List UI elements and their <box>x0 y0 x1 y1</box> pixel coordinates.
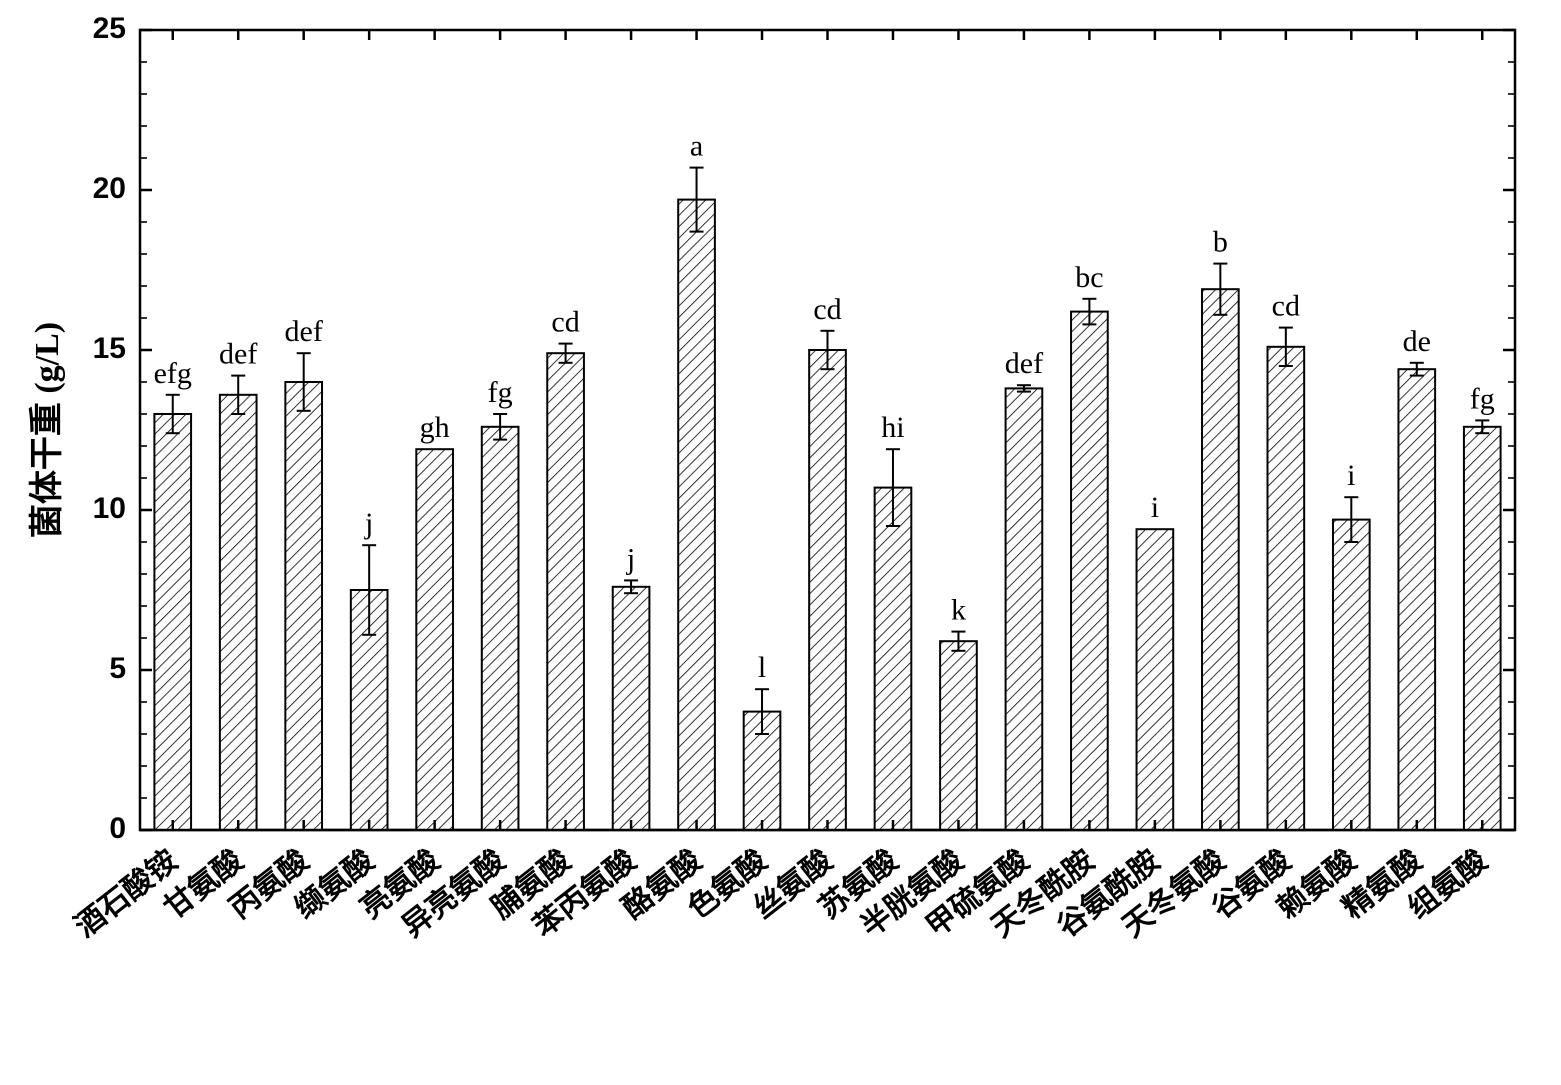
significance-label: j <box>626 542 635 575</box>
significance-label: i <box>1347 459 1355 492</box>
significance-label: l <box>758 651 766 684</box>
y-tick-label: 0 <box>109 812 126 845</box>
significance-label: i <box>1151 491 1159 524</box>
bar: def <box>219 338 257 830</box>
y-tick-label: 25 <box>93 12 126 45</box>
bar: def <box>285 315 323 830</box>
significance-label: cd <box>551 306 579 339</box>
bar: j <box>351 507 388 830</box>
y-tick-label: 20 <box>93 172 126 205</box>
bar: def <box>1005 347 1043 830</box>
significance-label: bc <box>1075 261 1103 294</box>
significance-label: fg <box>1470 382 1495 415</box>
bar: hi <box>875 411 912 830</box>
significance-label: b <box>1213 226 1228 259</box>
significance-label: efg <box>154 357 192 390</box>
significance-label: cd <box>1272 290 1300 323</box>
bar: de <box>1398 325 1435 830</box>
significance-label: de <box>1403 325 1431 358</box>
significance-label: def <box>219 338 257 371</box>
bar: bc <box>1071 261 1108 830</box>
significance-label: k <box>951 594 966 627</box>
significance-label: hi <box>881 411 904 444</box>
bar-chart: 0510152025菌体干重 (g/L)efg酒石酸铵def甘氨酸def丙氨酸j… <box>0 0 1561 1085</box>
significance-label: j <box>364 507 373 540</box>
bar: fg <box>1464 382 1501 830</box>
significance-label: fg <box>488 376 513 409</box>
bar: k <box>940 594 977 830</box>
significance-label: def <box>1005 347 1043 380</box>
significance-label: a <box>690 130 703 163</box>
bar: efg <box>154 357 192 830</box>
bar: i <box>1333 459 1370 830</box>
y-axis-label: 菌体干重 (g/L) <box>28 322 66 538</box>
y-tick-label: 5 <box>109 652 126 685</box>
bar: cd <box>547 306 584 830</box>
bar: i <box>1137 491 1174 830</box>
bar: l <box>744 651 781 830</box>
bar: cd <box>1268 290 1305 830</box>
bar: b <box>1202 226 1239 830</box>
chart-container: 0510152025菌体干重 (g/L)efg酒石酸铵def甘氨酸def丙氨酸j… <box>0 0 1561 1085</box>
y-tick-label: 10 <box>93 492 126 525</box>
bar: cd <box>809 293 846 830</box>
bar: j <box>613 542 650 830</box>
significance-label: cd <box>813 293 841 326</box>
y-tick-label: 15 <box>93 332 126 365</box>
bar: a <box>678 130 715 830</box>
significance-label: gh <box>420 411 450 444</box>
bar: fg <box>482 376 519 830</box>
significance-label: def <box>285 315 323 348</box>
bar: gh <box>416 411 453 830</box>
